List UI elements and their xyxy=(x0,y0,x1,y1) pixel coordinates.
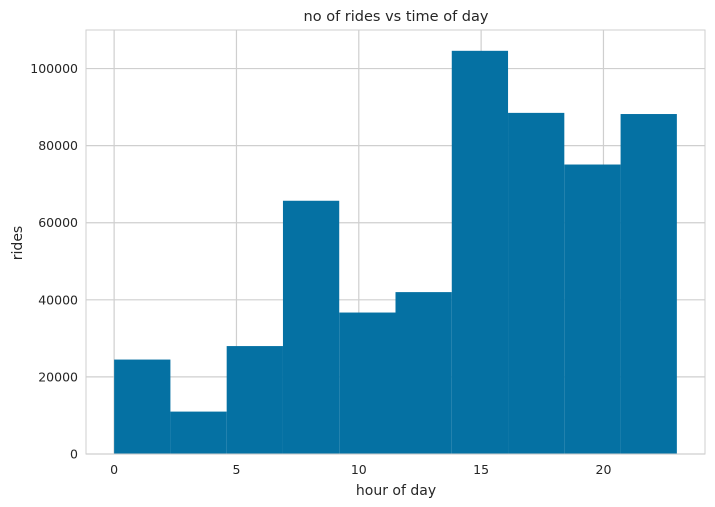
y-tick-label: 100000 xyxy=(30,61,78,76)
x-tick-label: 20 xyxy=(596,462,612,477)
histogram-bar xyxy=(226,346,283,454)
x-tick-label: 0 xyxy=(110,462,118,477)
y-axis-label: rides xyxy=(10,226,26,260)
histogram-bar xyxy=(564,164,621,455)
x-tick-label: 5 xyxy=(232,462,240,477)
histogram-bar xyxy=(114,359,171,454)
x-tick-label: 10 xyxy=(351,462,367,477)
chart-title: no of rides vs time of day xyxy=(304,9,489,25)
histogram-bar xyxy=(170,411,227,454)
y-axis-ticks: 0 20000 40000 60000 80000 100000 xyxy=(30,61,78,461)
histogram-bar xyxy=(282,200,340,454)
x-tick-label: 15 xyxy=(473,462,489,477)
plot-frame xyxy=(85,29,706,455)
y-tick-label: 40000 xyxy=(38,292,78,307)
y-tick-label: 60000 xyxy=(38,215,78,230)
histogram-bar xyxy=(620,114,677,455)
y-tick-label: 0 xyxy=(70,447,78,462)
histogram-bar xyxy=(451,50,509,454)
x-axis-label: hour of day xyxy=(356,483,436,499)
y-tick-label: 80000 xyxy=(38,138,78,153)
histogram-bar xyxy=(339,312,396,454)
x-axis-ticks: 0 5 10 15 20 xyxy=(110,462,611,477)
histogram-bar xyxy=(508,112,565,454)
bars xyxy=(114,50,677,455)
histogram-bar xyxy=(395,292,452,454)
y-tick-label: 20000 xyxy=(38,369,78,384)
